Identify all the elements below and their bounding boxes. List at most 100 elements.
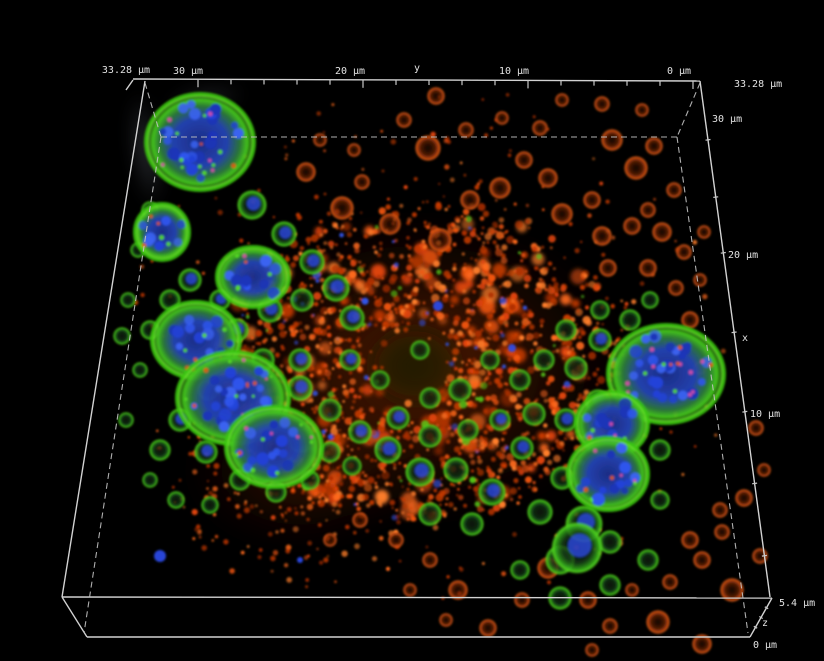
- particle: [407, 294, 412, 300]
- speck: [296, 435, 300, 439]
- orange-cell: [681, 531, 699, 549]
- particle: [534, 266, 539, 271]
- particle: [201, 271, 206, 275]
- particle: [487, 371, 492, 376]
- spheroid-rim-highlight: [136, 205, 188, 259]
- particle: [239, 238, 244, 243]
- particle: [444, 380, 448, 384]
- speck: [691, 390, 695, 394]
- particle: [333, 486, 340, 492]
- particle: [335, 509, 341, 515]
- particle: [550, 447, 555, 451]
- particle: [383, 411, 388, 416]
- particle: [297, 483, 302, 488]
- particle: [211, 539, 215, 542]
- particle: [444, 207, 448, 212]
- particle: [250, 349, 255, 353]
- speck: [267, 272, 272, 277]
- particle: [525, 333, 534, 341]
- green-cells-layer: [113, 190, 671, 610]
- x-axis-tick-label: 10 µm: [750, 409, 780, 420]
- particle: [268, 326, 272, 330]
- particle: [326, 555, 330, 558]
- particle: [486, 336, 490, 340]
- particle: [542, 208, 545, 211]
- particle: [217, 209, 223, 216]
- particle: [206, 479, 210, 483]
- orange-cell: [396, 112, 412, 128]
- particle: [477, 458, 483, 465]
- speck: [231, 163, 237, 169]
- particle: [398, 559, 402, 563]
- green-cell: [510, 560, 530, 580]
- particle: [581, 394, 585, 398]
- particle: [483, 380, 486, 383]
- particle: [418, 319, 426, 327]
- particle: [379, 420, 385, 426]
- particle: [544, 287, 548, 292]
- particle: [265, 329, 269, 332]
- particle: [497, 468, 504, 474]
- y-axis-tick-label: 33.28 µm: [102, 65, 150, 76]
- particle: [611, 235, 616, 240]
- orange-cell: [296, 162, 316, 182]
- particle: [466, 317, 471, 322]
- particle: [461, 230, 468, 236]
- nucleus: [576, 484, 585, 493]
- particle: [349, 378, 357, 386]
- particle: [255, 342, 259, 345]
- particle: [320, 316, 324, 320]
- particle: [309, 276, 312, 280]
- particle: [459, 161, 463, 165]
- particle: [369, 290, 375, 296]
- nucleus: [210, 315, 223, 328]
- particle: [257, 319, 264, 326]
- particle: [341, 550, 348, 557]
- particle: [476, 467, 480, 471]
- particle: [223, 539, 229, 545]
- green-cell-body: [443, 457, 469, 483]
- particle: [449, 177, 455, 183]
- orange-cell: [712, 502, 728, 518]
- particle: [339, 232, 344, 238]
- particle: [344, 242, 348, 245]
- green-cell: [649, 439, 671, 461]
- particle: [350, 448, 354, 452]
- particle: [320, 299, 324, 303]
- particle: [281, 516, 284, 519]
- particle: [363, 474, 367, 477]
- particle: [420, 488, 424, 492]
- particle: [372, 245, 376, 249]
- nucleus: [580, 477, 591, 487]
- particle: [500, 257, 508, 264]
- green-cell-body: [527, 499, 553, 525]
- particle: [342, 474, 347, 479]
- particle: [347, 453, 350, 457]
- particle: [194, 527, 199, 532]
- particle: [543, 423, 548, 428]
- particle: [479, 283, 486, 290]
- particle: [324, 497, 329, 503]
- particle: [433, 488, 438, 493]
- z-axis-name: z: [762, 618, 768, 629]
- green-cell-body: [510, 560, 530, 580]
- particle: [240, 550, 245, 555]
- particle: [504, 324, 508, 328]
- particle: [539, 433, 545, 438]
- particle: [300, 505, 304, 509]
- particle: [599, 181, 604, 186]
- spheroid: [144, 92, 256, 192]
- blue-dot: [508, 344, 516, 352]
- nucleus: [184, 315, 195, 325]
- cell-nucleus: [355, 425, 367, 437]
- orange-cell: [352, 512, 368, 528]
- particle: [381, 326, 386, 331]
- particle: [542, 449, 551, 457]
- particle: [275, 530, 279, 534]
- particle: [334, 243, 338, 247]
- speck: [593, 448, 598, 453]
- particle: [482, 263, 489, 270]
- particle: [406, 487, 410, 491]
- particle: [353, 242, 360, 250]
- particle: [327, 309, 332, 314]
